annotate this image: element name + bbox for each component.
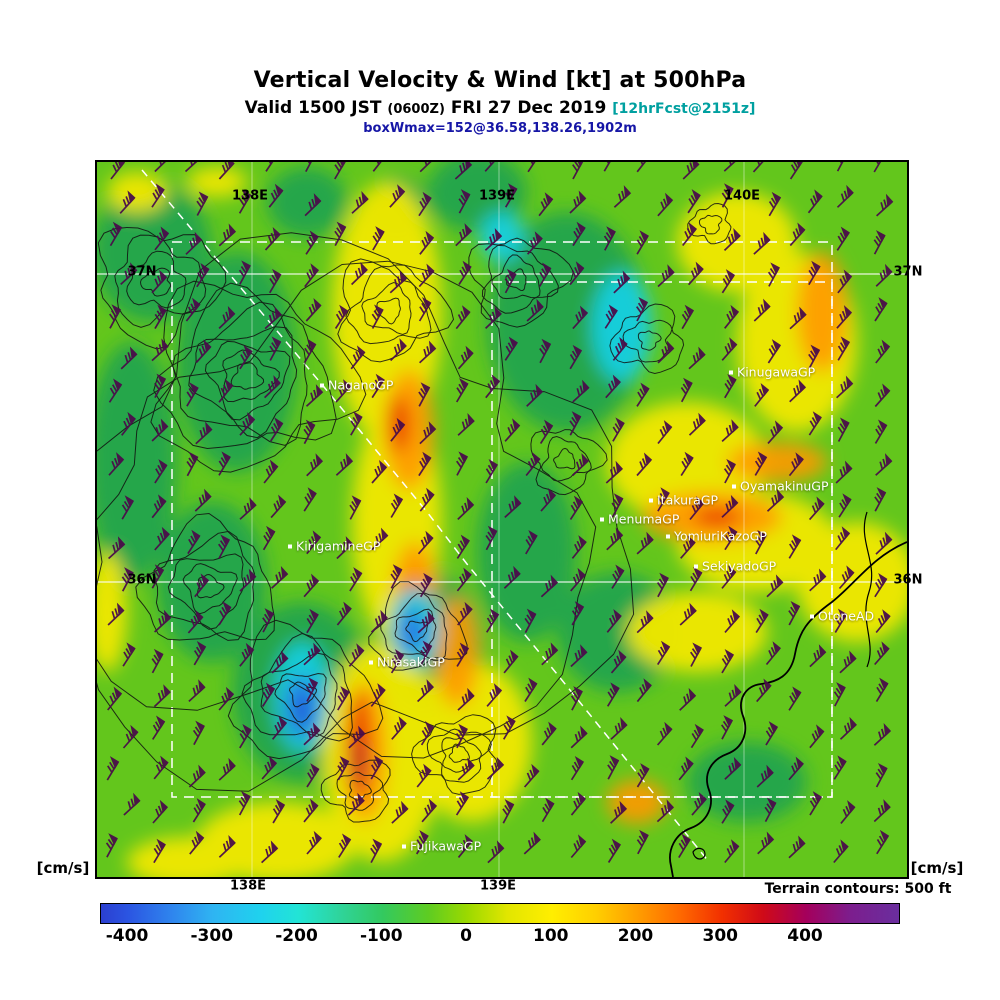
units-label-right: [cm/s]	[910, 859, 964, 877]
colorbar-tick: 300	[702, 926, 739, 946]
title-block: Vertical Velocity & Wind [kt] at 500hPa …	[0, 68, 1000, 136]
colorbar-tick: 200	[617, 926, 654, 946]
valid-date: FRI 27 Dec 2019	[450, 98, 607, 118]
valid-prefix: Valid 1500 JST	[244, 98, 382, 118]
page-title: Vertical Velocity & Wind [kt] at 500hPa	[253, 68, 747, 93]
terrain-note: Terrain contours: 500 ft	[764, 881, 952, 897]
terrain-contours-layer	[97, 202, 732, 823]
velocity-field-layer	[97, 162, 907, 877]
colorbar	[100, 903, 900, 924]
field-svg	[97, 162, 907, 877]
colorbar-tick: 100	[533, 926, 569, 946]
coastline-layer	[669, 511, 907, 877]
colorbar-tick: 400	[787, 926, 823, 946]
colorbar-tick: -400	[105, 926, 149, 946]
colorbar-tick: 0	[460, 926, 472, 946]
forecast-tag: [12hrFcst@2151z]	[612, 101, 756, 117]
map-canvas	[95, 160, 909, 879]
valid-zulu: (0600Z)	[387, 102, 445, 117]
boxwmax-line: boxWmax=152@36.58,138.26,1902m	[363, 121, 637, 136]
lon-label-bottom: 138E	[229, 878, 267, 894]
units-label-left: [cm/s]	[36, 859, 90, 877]
lon-label-bottom: 139E	[479, 878, 517, 894]
colorbar-tick: -100	[359, 926, 403, 946]
colorbar-tick: -200	[275, 926, 318, 946]
colorbar-tick: -300	[190, 926, 234, 946]
grid-lines-layer	[97, 162, 907, 877]
valid-line: Valid 1500 JST (0600Z) FRI 27 Dec 2019 […	[0, 98, 1000, 118]
